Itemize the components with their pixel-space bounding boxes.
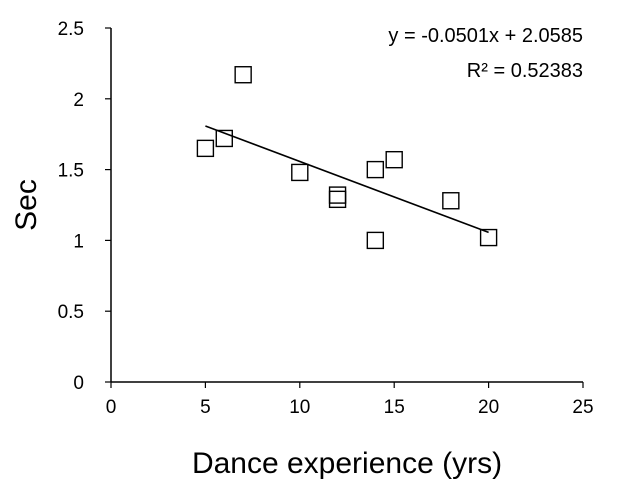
ticks: 0 5 10 15 20 25 0 0.5 1 1.5 2 2.5 — [58, 19, 594, 418]
data-point — [328, 186, 347, 204]
data-point — [385, 150, 403, 169]
data-point — [328, 190, 347, 209]
x-axis-title: Dance experience (yrs) — [192, 447, 502, 480]
data-point — [366, 231, 385, 250]
y-tick-label: 1.5 — [58, 161, 84, 182]
axes — [110, 28, 583, 383]
trendline-equation: y = -0.0501x + 2.0585 — [388, 25, 583, 47]
x-tick-label: 15 — [384, 397, 405, 418]
x-tick-label: 10 — [289, 397, 310, 418]
data-point — [196, 139, 215, 158]
y-axis-title: Sec — [10, 179, 43, 231]
data-point — [291, 163, 309, 182]
data-point — [442, 192, 460, 210]
y-tick-label: 0 — [73, 373, 84, 394]
x-tick-label: 5 — [200, 397, 211, 418]
x-tick-label: 25 — [572, 397, 593, 418]
data-point — [215, 129, 233, 148]
data-point — [234, 66, 252, 84]
x-tick-label: 20 — [478, 397, 499, 418]
x-tick-label: 0 — [106, 397, 117, 418]
trendline — [205, 125, 489, 234]
r-squared-label: R² = 0.52383 — [467, 60, 583, 82]
points-group — [196, 66, 498, 250]
y-tick-label: 1 — [73, 231, 84, 252]
y-tick-label: 2 — [73, 90, 84, 111]
data-point — [366, 160, 385, 179]
trendline-group — [205, 125, 489, 234]
y-tick-label: 2.5 — [58, 19, 84, 40]
y-tick-label: 0.5 — [58, 302, 84, 323]
data-point — [479, 228, 498, 247]
